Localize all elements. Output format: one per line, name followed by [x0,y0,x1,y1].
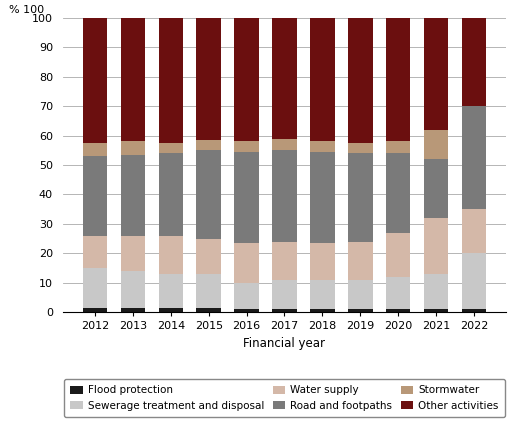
Bar [272,309,297,312]
Bar [121,271,145,308]
Bar [159,274,183,308]
Bar [83,308,108,312]
Bar [196,18,221,140]
Bar [424,218,448,274]
Bar [83,268,108,308]
Bar [196,150,221,239]
Bar [310,280,335,309]
Bar [159,153,183,235]
Bar [348,143,373,153]
Bar [83,18,108,143]
Bar [272,280,297,309]
Bar [424,18,448,130]
Bar [159,308,183,312]
Bar [310,309,335,312]
Bar [83,143,108,156]
Bar [348,153,373,242]
Bar [196,308,221,312]
Bar [196,239,221,274]
Bar [310,243,335,280]
Bar [83,156,108,235]
Bar [196,274,221,308]
Bar [234,309,259,312]
Bar [234,141,259,152]
Bar [234,283,259,309]
Bar [159,18,183,143]
Bar [348,309,373,312]
Bar [386,277,410,309]
Bar [310,18,335,141]
Bar [386,18,410,141]
Bar [386,141,410,153]
Bar [272,150,297,242]
Bar [121,308,145,312]
Bar [461,18,486,106]
Bar [121,235,145,271]
Bar [461,253,486,309]
Bar [310,141,335,152]
Bar [348,18,373,143]
Bar [386,153,410,233]
Bar [461,209,486,253]
Bar [159,235,183,274]
Bar [121,155,145,235]
Bar [424,130,448,159]
Bar [386,233,410,277]
Bar [272,139,297,150]
Bar [83,235,108,268]
Bar [272,18,297,139]
Bar [272,242,297,280]
Bar [424,274,448,309]
Bar [121,18,145,141]
Text: % 100: % 100 [9,5,44,15]
Bar [234,243,259,283]
Bar [196,140,221,150]
Bar [310,152,335,243]
Bar [461,309,486,312]
Bar [234,152,259,243]
Bar [424,159,448,218]
Bar [234,18,259,141]
Bar [386,309,410,312]
Bar [348,242,373,280]
Bar [424,309,448,312]
X-axis label: Financial year: Financial year [243,337,326,350]
Bar [348,280,373,309]
Bar [121,141,145,155]
Legend: Flood protection, Sewerage treatment and disposal, Water supply, Road and footpa: Flood protection, Sewerage treatment and… [64,379,505,417]
Bar [461,106,486,209]
Bar [159,143,183,153]
